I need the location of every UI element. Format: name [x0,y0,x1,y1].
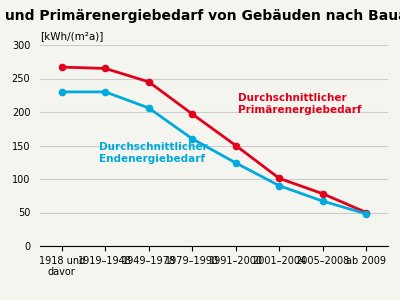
Text: [kWh/(m²a)]: [kWh/(m²a)] [40,31,103,41]
Text: End- und Primärenergiebedarf von Gebäuden nach Baualter: End- und Primärenergiebedarf von Gebäude… [0,9,400,23]
Text: Durchschnittlicher
Endenergiebedarf: Durchschnittlicher Endenergiebedarf [99,142,207,164]
Text: Durchschnittlicher
Primärenergiebedarf: Durchschnittlicher Primärenergiebedarf [238,93,362,115]
